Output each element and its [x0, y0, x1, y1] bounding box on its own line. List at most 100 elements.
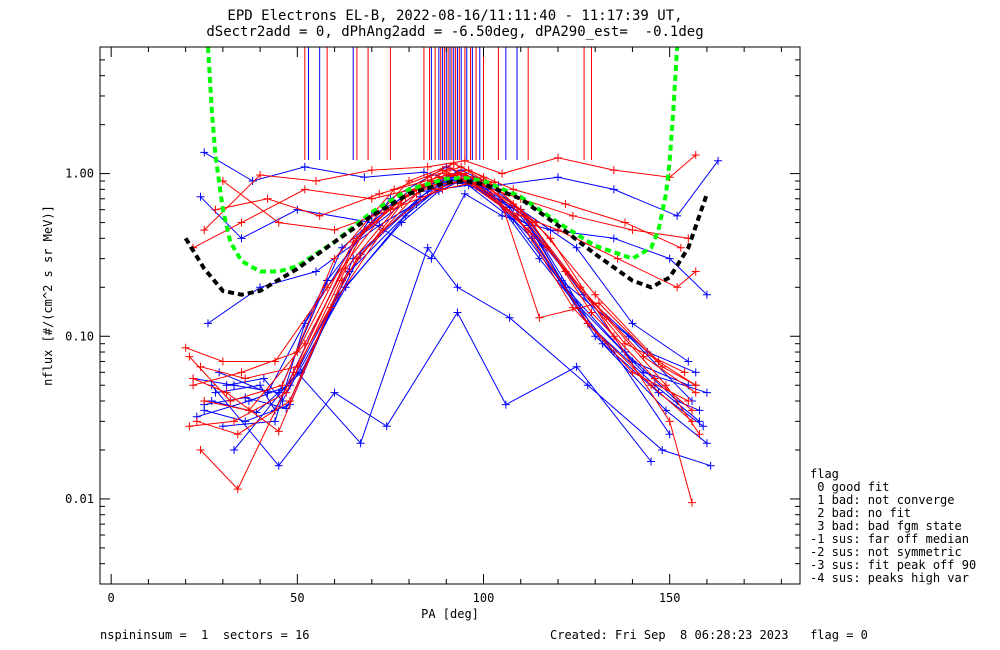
- data-point: [695, 406, 704, 415]
- data-point: [598, 339, 607, 348]
- series-line: [189, 167, 693, 427]
- data-point: [185, 352, 194, 361]
- data-point: [647, 381, 656, 390]
- data-point: [449, 159, 458, 168]
- data-point: [553, 173, 562, 182]
- data-point: [665, 417, 674, 426]
- legend-item: 1 bad: not converge: [810, 493, 955, 507]
- data-point: [621, 339, 629, 348]
- x-tick-label: 0: [108, 591, 115, 605]
- data-point: [647, 457, 656, 466]
- data-point: [665, 430, 674, 439]
- data-point: [509, 200, 518, 209]
- data-point: [587, 308, 596, 317]
- data-point: [375, 189, 384, 198]
- data-point: [352, 254, 361, 263]
- data-point: [259, 374, 268, 383]
- y-tick-label: 1.00: [65, 167, 94, 181]
- y-tick-label: 0.01: [65, 492, 94, 506]
- data-point: [311, 177, 320, 186]
- data-point: [397, 218, 406, 227]
- series-line: [189, 169, 689, 402]
- data-point: [423, 243, 432, 252]
- data-point: [457, 162, 466, 171]
- data-point: [568, 303, 577, 312]
- legend-title: flag: [810, 467, 839, 481]
- data-point: [367, 194, 376, 203]
- data-point: [691, 368, 700, 377]
- data-point: [405, 177, 414, 186]
- data-point: [691, 151, 700, 160]
- data-point: [460, 189, 469, 198]
- data-point: [360, 173, 369, 182]
- data-point: [695, 430, 704, 439]
- data-point: [706, 461, 715, 470]
- data-point: [501, 400, 510, 409]
- data-point: [453, 283, 462, 292]
- data-point: [200, 396, 209, 405]
- series-group: [218, 177, 693, 243]
- plot-frame: [99, 46, 801, 585]
- data-point: [230, 381, 239, 390]
- data-point: [241, 374, 250, 383]
- data-point: [349, 237, 358, 246]
- data-point: [230, 445, 239, 454]
- data-point: [561, 200, 570, 209]
- data-point: [702, 388, 711, 397]
- data-point: [256, 381, 265, 390]
- data-point: [572, 243, 581, 252]
- legend-item: -2 sus: not symmetric: [810, 545, 962, 559]
- data-point: [602, 313, 611, 322]
- data-point: [661, 406, 670, 415]
- data-point: [658, 362, 667, 371]
- data-point: [237, 368, 246, 377]
- data-point: [621, 348, 629, 357]
- data-point: [323, 283, 332, 292]
- data-point: [274, 218, 283, 227]
- legend-item: 3 bad: bad fgm state: [810, 519, 962, 533]
- data-point: [650, 374, 659, 383]
- data-point: [356, 439, 365, 448]
- data-point: [271, 417, 279, 426]
- data-point: [386, 205, 395, 214]
- data-point: [673, 283, 682, 292]
- x-tick-label: 100: [473, 591, 495, 605]
- data-point: [498, 211, 507, 220]
- pa-marker-layer: [304, 47, 592, 160]
- series-group: [181, 169, 689, 377]
- x-axis-label: PA [deg]: [421, 607, 479, 621]
- data-point: [621, 218, 629, 227]
- series-line: [204, 151, 719, 217]
- series-line: [233, 246, 711, 467]
- data-point: [233, 430, 242, 439]
- data-point: [591, 290, 600, 299]
- legend-item: -1 sus: far off median: [810, 532, 969, 546]
- data-point: [691, 388, 700, 397]
- series-line: [204, 176, 700, 422]
- data-point: [446, 164, 454, 173]
- data-point: [341, 264, 350, 273]
- chart-title-line1: EPD Electrons EL-B, 2022-08-16/11:11:40 …: [227, 8, 683, 24]
- data-point: [256, 171, 265, 180]
- data-point: [300, 162, 309, 171]
- series-group: [189, 173, 700, 436]
- data-point: [211, 205, 220, 214]
- series-group: [185, 166, 693, 405]
- data-point: [583, 381, 592, 390]
- data-point: [200, 148, 209, 157]
- data-point: [196, 362, 205, 371]
- data-point: [185, 422, 194, 431]
- data-point: [360, 226, 369, 235]
- footer-created-info: Created: Fri Sep 8 06:28:23 2023 flag = …: [550, 628, 868, 642]
- data-point: [237, 234, 246, 243]
- data-point: [583, 319, 592, 328]
- data-point: [553, 153, 562, 162]
- data-point: [274, 427, 283, 436]
- data-point: [609, 166, 618, 175]
- data-point: [572, 362, 581, 371]
- data-point: [427, 254, 436, 263]
- data-point: [248, 177, 257, 186]
- series-group: [230, 243, 715, 470]
- data-point: [330, 226, 339, 235]
